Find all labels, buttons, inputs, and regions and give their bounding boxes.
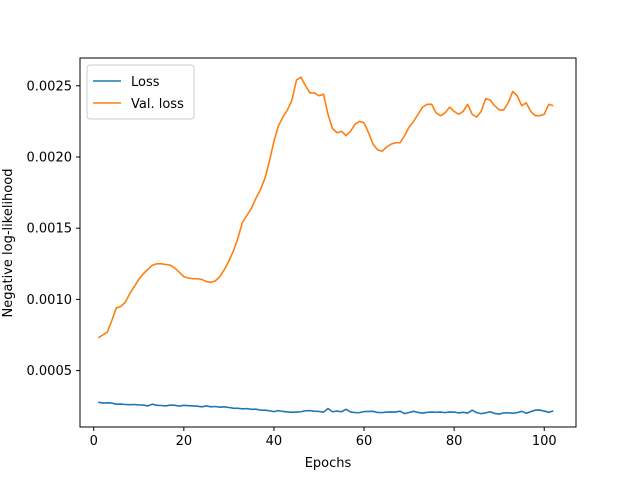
x-tick-label-2: 40 — [266, 434, 283, 449]
series-line-1 — [97, 76, 554, 339]
x-tick-label-0: 0 — [90, 434, 98, 449]
x-tick-label-5: 100 — [532, 434, 557, 449]
x-tick-label-3: 60 — [356, 434, 373, 449]
x-tick-label-1: 20 — [176, 434, 193, 449]
y-tick-label-4: 0.0025 — [27, 79, 73, 94]
legend-label-1: Val. loss — [131, 97, 184, 112]
legend-label-0: Loss — [131, 75, 160, 90]
series-layer — [97, 76, 554, 415]
x-axis-label: Epochs — [305, 456, 352, 471]
y-tick-label-0: 0.0005 — [27, 364, 73, 379]
y-tick-label-2: 0.0015 — [27, 222, 73, 237]
axes-layer: 0 20 40 60 80 100 0.0005 0.0010 0.0015 0.0020 0.00… — [27, 57, 577, 449]
y-tick-label-3: 0.0020 — [27, 150, 73, 165]
legend: Loss Val. loss — [86, 64, 195, 120]
y-tick-label-1: 0.0010 — [27, 293, 73, 308]
legend-box — [86, 64, 195, 120]
x-tick-label-4: 80 — [446, 434, 463, 449]
series-line-0 — [98, 401, 554, 415]
y-axis-label: Negative log-likelihood — [1, 169, 16, 318]
plot-frame — [79, 57, 577, 428]
